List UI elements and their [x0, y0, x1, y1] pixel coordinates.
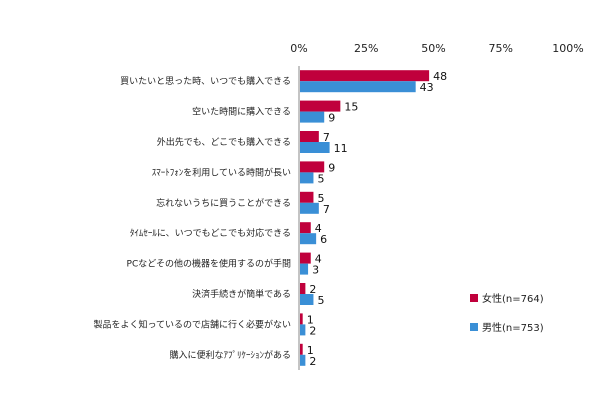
x-tick-label: 25%	[354, 42, 378, 55]
x-tick-label: 75%	[489, 42, 513, 55]
x-tick-label: 0%	[290, 42, 307, 55]
category-label: PCなどその他の機器を使用するのが手間	[127, 258, 291, 270]
data-label: 3	[312, 264, 319, 277]
bar-female	[300, 343, 303, 355]
bar-female	[300, 191, 314, 203]
bar-male	[300, 354, 306, 366]
bar-male	[300, 111, 325, 123]
data-label: 1	[307, 313, 314, 326]
bar-female	[300, 313, 303, 325]
legend: 女性(n=764) 男性(n=753)	[470, 292, 544, 334]
legend-swatch	[470, 294, 478, 302]
data-label: 7	[323, 203, 330, 216]
bar-female	[300, 222, 311, 234]
data-label: 2	[309, 283, 316, 296]
bar-male	[300, 324, 306, 336]
data-label: 6	[320, 233, 327, 246]
data-label: 5	[317, 192, 324, 205]
category-label: 忘れないうちに買うことができる	[156, 197, 291, 209]
bar-female	[300, 161, 325, 173]
category-label: 購入に便利なｱﾌﾟﾘｹｰｼｮﾝがある	[169, 349, 291, 361]
bar-male	[300, 172, 314, 184]
data-label: 9	[328, 112, 335, 125]
bars-layer	[300, 70, 430, 366]
data-label: 48	[433, 70, 447, 83]
legend-label: 男性(n=753)	[482, 321, 544, 334]
data-label: 2	[309, 324, 316, 337]
category-label: ｽﾏｰﾄﾌｫﾝを利用している時間が長い	[152, 166, 291, 178]
category-label: 決済手続きが簡単である	[192, 288, 291, 300]
data-label: 9	[328, 161, 335, 174]
bar-male	[300, 294, 314, 305]
bar-male	[300, 81, 416, 93]
category-label: 外出先でも、どこでも購入できる	[157, 136, 291, 148]
category-label: 買いたいと思った時、いつでも購入できる	[120, 75, 291, 87]
data-label: 15	[344, 101, 358, 114]
data-label: 1	[307, 344, 314, 357]
bar-male	[300, 142, 330, 153]
data-label: 11	[334, 142, 348, 155]
bar-male	[300, 202, 319, 214]
bar-male	[300, 233, 317, 245]
legend-label: 女性(n=764)	[482, 292, 544, 305]
bar-female	[300, 70, 430, 82]
x-tick-label: 100%	[552, 42, 583, 55]
data-label: 5	[317, 172, 324, 185]
bar-female	[300, 100, 341, 112]
bar-female	[300, 252, 311, 264]
data-label: 43	[420, 81, 434, 94]
category-label: 製品をよく知っているので店舗に行く必要がない	[93, 318, 291, 330]
category-label: ﾀｲﾑｾｰﾙに、いつでもどこでも対応できる	[130, 227, 291, 239]
data-label: 4	[315, 253, 322, 266]
x-tick-label: 50%	[421, 42, 445, 55]
bar-female	[300, 283, 306, 294]
data-label: 5	[317, 294, 324, 307]
axis-layer: 0% 25% 50% 75% 100%	[290, 42, 584, 370]
data-label: 2	[309, 355, 316, 368]
legend-swatch	[470, 323, 478, 331]
bar-male	[300, 263, 309, 275]
data-label: 4	[315, 222, 322, 235]
bar-female	[300, 131, 319, 142]
data-label: 7	[323, 131, 330, 144]
category-label: 空いた時間に購入できる	[192, 106, 291, 118]
